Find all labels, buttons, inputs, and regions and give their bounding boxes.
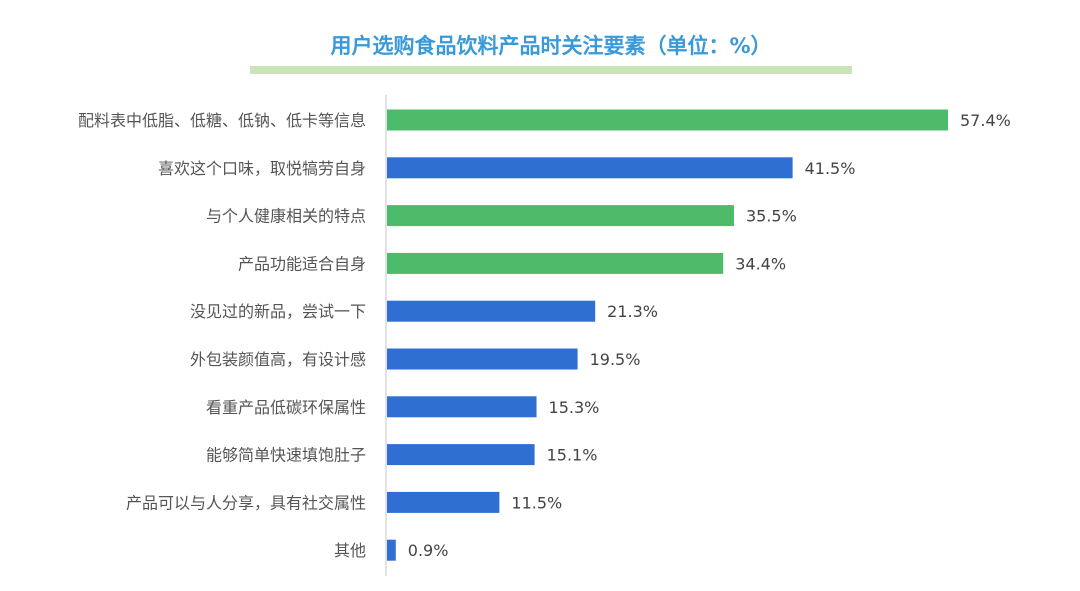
- bar: [387, 348, 578, 370]
- data-label: 11.5%: [511, 493, 562, 512]
- bar: [387, 157, 793, 179]
- category-label: 与个人健康相关的特点: [206, 207, 366, 226]
- data-label: 0.9%: [408, 541, 449, 560]
- data-label: 35.5%: [746, 207, 797, 226]
- category-label: 外包装颜值高，有设计感: [190, 350, 366, 369]
- category-label: 产品功能适合自身: [238, 254, 366, 273]
- chart-title: 用户选购食品饮料产品时关注要素（单位：%）: [330, 34, 772, 58]
- category-label: 能够简单快速填饱肚子: [206, 446, 366, 465]
- data-label: 19.5%: [590, 350, 641, 369]
- data-label: 15.1%: [547, 446, 598, 465]
- data-label: 21.3%: [607, 302, 658, 321]
- data-label: 15.3%: [549, 398, 600, 417]
- bar: [387, 109, 948, 131]
- data-label: 34.4%: [735, 254, 786, 273]
- category-label: 没见过的新品，尝试一下: [190, 302, 366, 321]
- bar: [387, 252, 724, 274]
- category-label: 其他: [334, 541, 366, 560]
- bar: [387, 300, 596, 322]
- bar: [387, 491, 500, 513]
- bar: [387, 539, 396, 561]
- data-label: 41.5%: [805, 159, 856, 178]
- data-label: 57.4%: [960, 111, 1011, 130]
- category-label: 喜欢这个口味，取悦犒劳自身: [158, 159, 366, 178]
- bar: [387, 444, 535, 466]
- bar: [387, 205, 734, 227]
- category-label: 看重产品低碳环保属性: [206, 398, 366, 417]
- bar: [387, 396, 537, 418]
- category-label: 配料表中低脂、低糖、低钠、低卡等信息: [78, 111, 366, 130]
- title-underline: [250, 66, 852, 74]
- category-label: 产品可以与人分享，具有社交属性: [126, 493, 366, 512]
